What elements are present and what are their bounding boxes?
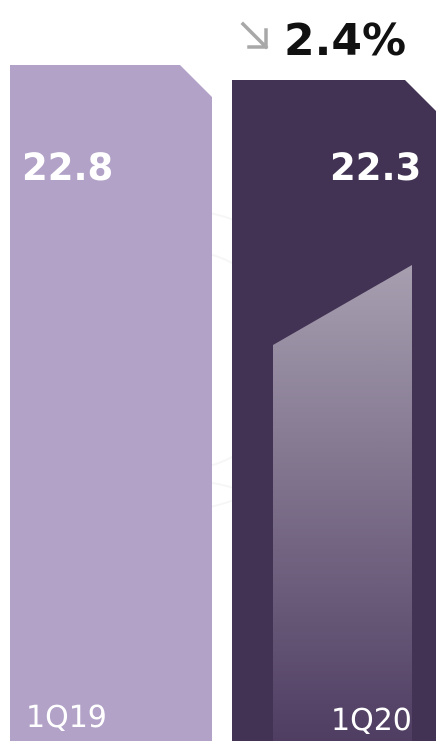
bar-1q19 [10, 65, 212, 741]
category-label-1q19: 1Q19 [26, 700, 107, 735]
bar-1q20-highlight [273, 265, 412, 741]
value-label-1q20: 22.3 [330, 146, 421, 189]
category-label-1q20: 1Q20 [331, 703, 412, 738]
value-label-1q19: 22.8 [22, 146, 113, 189]
change-percentage: 2.4% [284, 15, 406, 66]
change-indicator: 2.4% [240, 15, 406, 66]
arrow-down-right-icon [240, 21, 269, 50]
